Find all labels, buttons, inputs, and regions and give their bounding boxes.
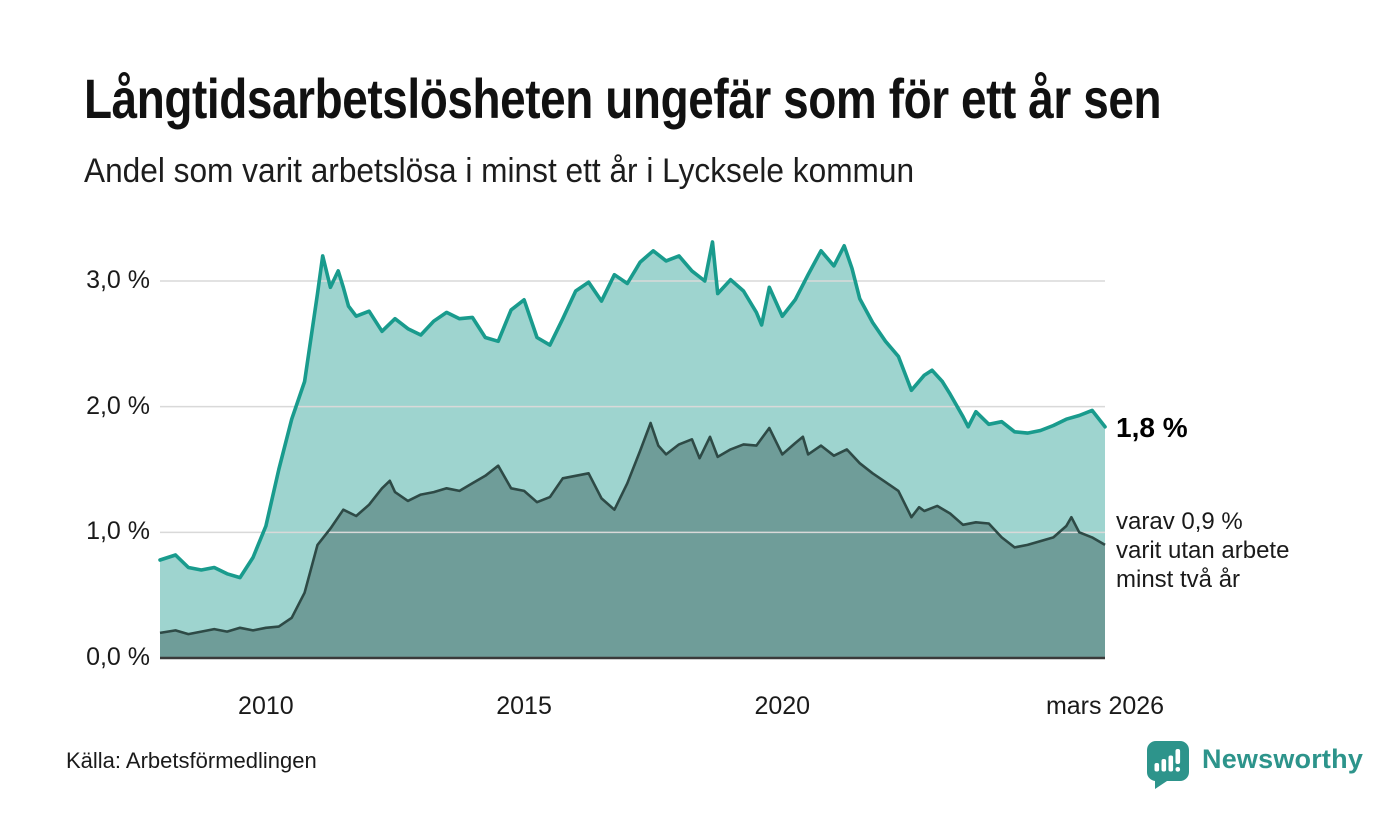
series-total-line — [158, 240, 1107, 580]
series-two-years-area — [160, 423, 1105, 658]
chart-subtitle: Andel som varit arbetslösa i minst ett å… — [84, 152, 915, 190]
x-tick-label: 2015 — [496, 692, 552, 720]
latest-value-label: 1,8 % — [1116, 411, 1188, 443]
page-title: Långtidsarbetslösheten ungefär som för e… — [84, 67, 1162, 130]
series-two-years-line — [159, 421, 1106, 636]
x-tick-label: 2020 — [754, 692, 811, 720]
annotation-line: varav 0,9 % — [1116, 507, 1243, 535]
annotation-line: varit utan arbete — [1116, 536, 1290, 564]
source-attribution: Källa: Arbetsförmedlingen — [66, 748, 317, 773]
two-years-annotation: varav 0,9 % varit utan arbete minst två … — [1116, 507, 1289, 594]
annotation-line: minst två år — [1116, 565, 1241, 593]
x-tick-label: mars 2026 — [1045, 692, 1165, 720]
newsworthy-logo: Newsworthy — [1146, 740, 1363, 789]
x-tick-label: 2010 — [238, 692, 294, 720]
newsworthy-wordmark: Newsworthy — [1202, 744, 1364, 774]
newsworthy-bubble-icon — [1146, 741, 1189, 789]
y-tick-label: 3,0 % — [86, 265, 150, 294]
y-tick-label: 1,0 % — [86, 517, 150, 546]
y-tick-label: 0,0 % — [86, 643, 150, 671]
y-tick-label: 2,0 % — [86, 391, 150, 420]
